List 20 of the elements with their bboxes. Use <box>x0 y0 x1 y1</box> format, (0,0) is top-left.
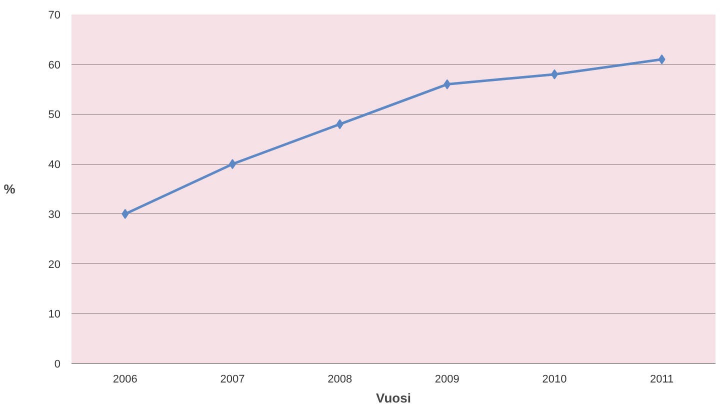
y-tick-label: 30 <box>48 208 61 221</box>
y-tick-label: 60 <box>48 59 61 72</box>
y-tick-label: 70 <box>48 10 61 22</box>
y-tick-label: 0 <box>54 358 61 370</box>
point <box>122 208 129 219</box>
point <box>336 119 344 130</box>
x-axis-title: Vuosi <box>376 390 411 406</box>
x-tick-label: 2010 <box>542 374 567 386</box>
x-tick-label: 2007 <box>220 374 245 386</box>
point <box>444 79 451 90</box>
y-tick-label: 20 <box>48 258 61 271</box>
x-tick-label: 2011 <box>650 374 674 386</box>
x-tick-label: 2009 <box>434 374 460 386</box>
y-tick-label: 40 <box>48 159 61 172</box>
x-tick-label: 2008 <box>328 374 352 386</box>
x-tick-label: 2006 <box>112 374 138 386</box>
y-tick-label: 10 <box>48 308 61 321</box>
point <box>658 54 666 64</box>
y-axis-title: % <box>4 182 16 196</box>
y-tick-label: 50 <box>48 109 61 122</box>
